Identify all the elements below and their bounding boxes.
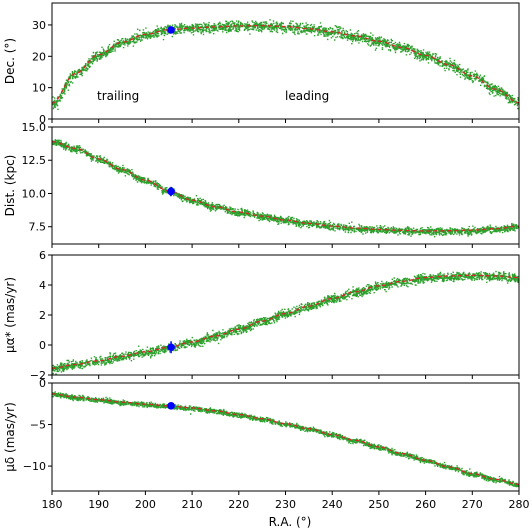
pmra-model-track-line (52, 274, 519, 369)
dist-x-ticks (51, 244, 520, 248)
ra-x-tick-label: 280 (509, 498, 530, 511)
pmdec-y-axis-label: μδ (mas/yr) (3, 402, 17, 472)
dec-progenitor-marker (167, 26, 175, 34)
dec-model-track-line (52, 24, 519, 104)
dec-model-track (52, 24, 519, 104)
trailing-annotation: trailing (97, 89, 139, 103)
pmra-x-ticks (51, 375, 520, 379)
leading-annotation: leading (285, 89, 329, 103)
panel-dec: 0 10 20 30 Dec. (°) trailing leading (3, 2, 520, 126)
ra-x-tick-label: 240 (322, 498, 343, 511)
dist-particle-cloud (52, 139, 519, 238)
pmra-y-tick-label: 0 (39, 339, 46, 352)
pmdec-y-tick-label: −5 (30, 419, 46, 432)
pmra-model-track (52, 274, 519, 369)
ra-x-axis-label: R.A. (°) (269, 515, 312, 529)
panel-pm-dec: −10 −5 0 180 190 200 210 220 230 240 250 260 270 280… (3, 377, 530, 529)
pmra-y-ticks: −2 0 2 4 6 (30, 249, 52, 382)
pmra-y-tick-label: 6 (39, 249, 46, 262)
pmdec-y-ticks: −10 −5 0 (23, 377, 52, 473)
pmdec-stream-points (52, 391, 519, 488)
dist-progenitor-point (167, 187, 175, 196)
panel-pm-ra: −2 0 2 4 6 μα* (mas/yr) (3, 249, 520, 382)
pmra-y-axis-label: μα* (mas/yr) (3, 277, 17, 353)
dist-y-tick-label: 12.5 (22, 154, 47, 167)
pmdec-y-tick-label: −10 (23, 460, 46, 473)
ra-x-tick-label: 230 (275, 498, 296, 511)
dist-y-tick-label: 10.0 (22, 187, 47, 200)
dist-y-tick-label: 7.5 (29, 221, 47, 234)
pmdec-progenitor-point (167, 402, 175, 410)
dist-model-track-line (52, 140, 519, 232)
dist-panel-frame (51, 126, 520, 245)
dec-y-tick-label: 0 (39, 113, 46, 126)
pmdec-panel-frame (51, 382, 520, 492)
dist-model-track (52, 140, 519, 232)
dec-y-ticks: 0 10 20 30 (32, 19, 52, 126)
dec-y-axis-label: Dec. (°) (3, 38, 17, 84)
pmdec-particle-cloud (52, 391, 519, 488)
dist-y-tick-label: 15.0 (22, 121, 47, 134)
ra-x-tick-label: 250 (368, 498, 389, 511)
ra-x-tick-label: 260 (415, 498, 436, 511)
dec-y-tick-label: 10 (32, 82, 46, 95)
dist-y-ticks: 7.5 10.0 12.5 15.0 (22, 121, 52, 234)
panel-distance: 7.5 10.0 12.5 15.0 Dist. (kpc) (3, 121, 520, 248)
dec-x-ticks (51, 119, 520, 123)
pmdec-model-track (52, 393, 519, 486)
pmra-particle-cloud (52, 270, 519, 375)
dec-progenitor-point (167, 26, 175, 34)
pmra-progenitor-point (167, 343, 175, 352)
dec-y-tick-label: 30 (32, 19, 46, 32)
pmdec-y-tick-label: 0 (39, 377, 46, 390)
dec-y-tick-label: 20 (32, 50, 46, 63)
pmra-y-tick-label: −2 (30, 369, 46, 382)
pmra-y-tick-label: 4 (39, 279, 46, 292)
pmdec-model-track-line (52, 393, 519, 486)
ra-x-tick-label: 200 (135, 498, 156, 511)
pmdec-x-ticks: 180 190 200 210 220 230 240 250 260 270 280 (42, 491, 530, 511)
pmra-progenitor-marker (167, 341, 175, 354)
dist-progenitor-marker (167, 186, 175, 197)
ra-x-tick-label: 220 (228, 498, 249, 511)
pmra-stream-points (52, 270, 519, 375)
dist-stream-points (52, 139, 519, 238)
ra-x-tick-label: 180 (42, 498, 63, 511)
ra-x-tick-label: 190 (88, 498, 109, 511)
ra-x-tick-label: 270 (462, 498, 483, 511)
pmra-y-tick-label: 2 (39, 309, 46, 322)
pmdec-progenitor-marker (167, 402, 175, 410)
ra-x-tick-label: 210 (182, 498, 203, 511)
dist-y-axis-label: Dist. (kpc) (3, 155, 17, 217)
